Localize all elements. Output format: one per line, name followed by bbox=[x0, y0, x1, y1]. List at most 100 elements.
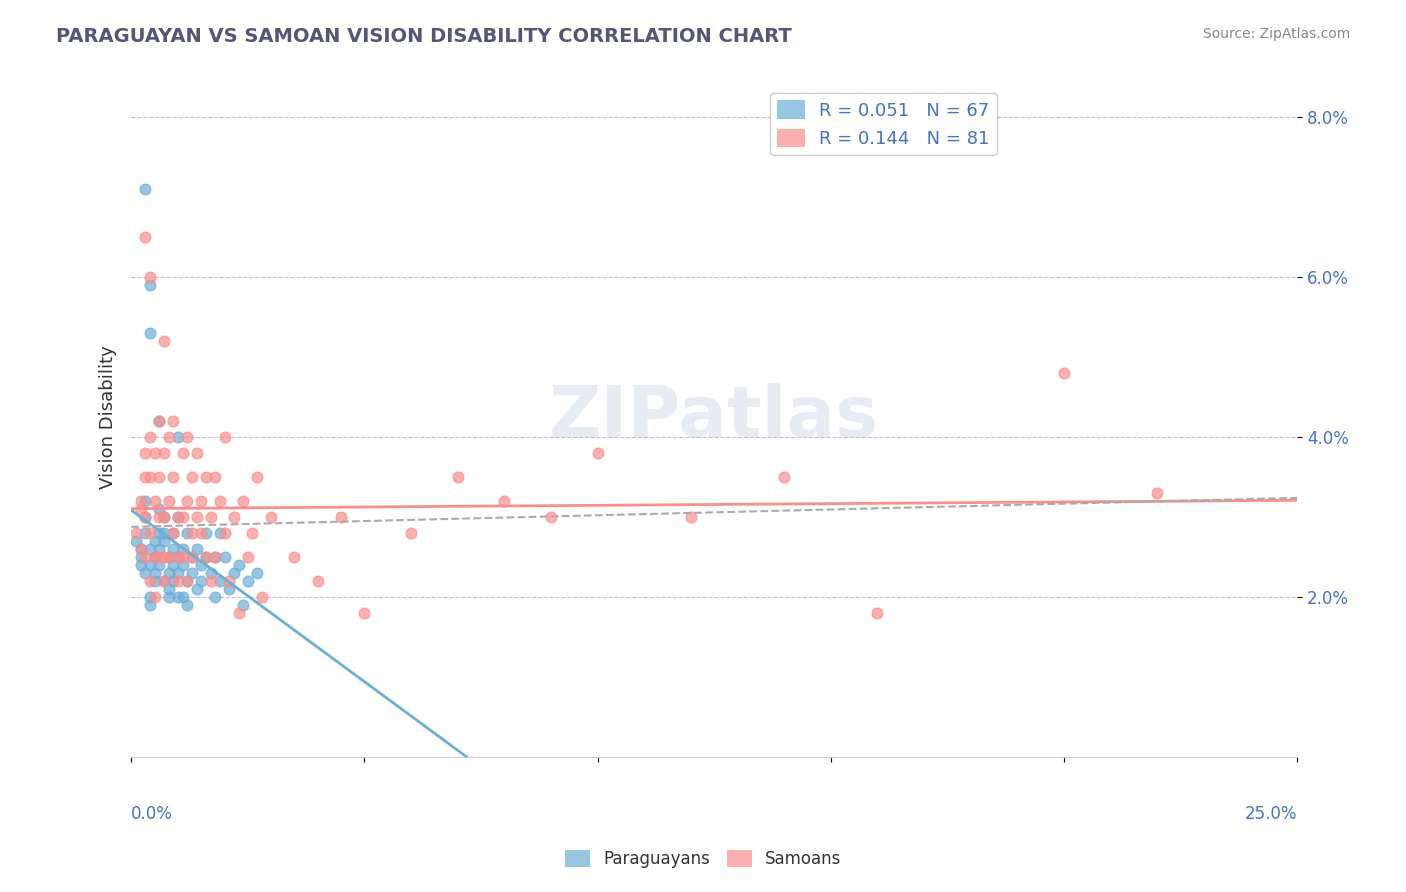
Point bbox=[139, 270, 162, 285]
Point bbox=[167, 590, 190, 604]
Point bbox=[162, 526, 184, 541]
Point bbox=[148, 526, 170, 541]
Point bbox=[194, 550, 217, 565]
Point bbox=[148, 414, 170, 428]
Point bbox=[218, 582, 240, 596]
Point bbox=[180, 526, 202, 541]
Point bbox=[172, 510, 194, 524]
Point bbox=[143, 550, 166, 565]
Point bbox=[153, 550, 176, 565]
Point bbox=[186, 542, 208, 557]
Point bbox=[232, 598, 254, 612]
Point bbox=[180, 566, 202, 581]
Point bbox=[129, 558, 152, 573]
Point bbox=[129, 494, 152, 508]
Point bbox=[148, 510, 170, 524]
Point bbox=[167, 550, 190, 565]
Text: 0.0%: 0.0% bbox=[131, 805, 173, 823]
Point bbox=[134, 494, 156, 508]
Point bbox=[139, 542, 162, 557]
Point bbox=[162, 526, 184, 541]
Point bbox=[148, 502, 170, 516]
Point bbox=[190, 558, 212, 573]
Point bbox=[176, 526, 198, 541]
Point bbox=[353, 606, 375, 620]
Point bbox=[447, 470, 470, 484]
Point bbox=[157, 430, 180, 444]
Point bbox=[494, 494, 516, 508]
Point bbox=[194, 550, 217, 565]
Point bbox=[129, 542, 152, 557]
Point bbox=[139, 574, 162, 588]
Point bbox=[180, 550, 202, 565]
Point bbox=[157, 582, 180, 596]
Legend: R = 0.051   N = 67, R = 0.144   N = 81: R = 0.051 N = 67, R = 0.144 N = 81 bbox=[770, 94, 997, 155]
Point bbox=[143, 574, 166, 588]
Point bbox=[139, 470, 162, 484]
Point bbox=[200, 574, 222, 588]
Point bbox=[186, 446, 208, 460]
Point bbox=[143, 446, 166, 460]
Point bbox=[176, 574, 198, 588]
Point bbox=[176, 574, 198, 588]
Point bbox=[200, 510, 222, 524]
Point bbox=[134, 230, 156, 244]
Point bbox=[129, 542, 152, 557]
Point bbox=[139, 430, 162, 444]
Point bbox=[250, 590, 273, 604]
Y-axis label: Vision Disability: Vision Disability bbox=[100, 345, 117, 489]
Point bbox=[143, 590, 166, 604]
Text: ZIPatlas: ZIPatlas bbox=[550, 383, 879, 451]
Point bbox=[134, 526, 156, 541]
Point bbox=[162, 414, 184, 428]
Point bbox=[190, 526, 212, 541]
Point bbox=[134, 510, 156, 524]
Point bbox=[162, 470, 184, 484]
Point bbox=[194, 470, 217, 484]
Point bbox=[232, 494, 254, 508]
Point bbox=[208, 574, 231, 588]
Point bbox=[283, 550, 305, 565]
Point bbox=[307, 574, 329, 588]
Point bbox=[167, 510, 190, 524]
Point bbox=[200, 566, 222, 581]
Point bbox=[208, 494, 231, 508]
Point bbox=[208, 526, 231, 541]
Point bbox=[679, 510, 702, 524]
Point bbox=[139, 278, 162, 293]
Point bbox=[139, 590, 162, 604]
Point bbox=[204, 550, 226, 565]
Point bbox=[190, 574, 212, 588]
Point bbox=[153, 334, 176, 349]
Point bbox=[218, 574, 240, 588]
Point bbox=[222, 510, 245, 524]
Point bbox=[139, 598, 162, 612]
Point bbox=[773, 470, 796, 484]
Point bbox=[153, 446, 176, 460]
Point bbox=[190, 494, 212, 508]
Point bbox=[167, 574, 190, 588]
Point bbox=[153, 510, 176, 524]
Point bbox=[186, 510, 208, 524]
Text: 25.0%: 25.0% bbox=[1244, 805, 1298, 823]
Point bbox=[139, 558, 162, 573]
Point bbox=[228, 606, 250, 620]
Point bbox=[134, 566, 156, 581]
Point bbox=[134, 470, 156, 484]
Point bbox=[139, 326, 162, 341]
Point bbox=[167, 430, 190, 444]
Point bbox=[167, 510, 190, 524]
Point bbox=[157, 494, 180, 508]
Point bbox=[204, 590, 226, 604]
Point bbox=[153, 534, 176, 549]
Point bbox=[148, 470, 170, 484]
Point bbox=[157, 550, 180, 565]
Point bbox=[167, 566, 190, 581]
Point bbox=[129, 502, 152, 516]
Point bbox=[143, 566, 166, 581]
Point bbox=[204, 550, 226, 565]
Point bbox=[148, 550, 170, 565]
Point bbox=[260, 510, 283, 524]
Point bbox=[399, 526, 422, 541]
Point bbox=[139, 526, 162, 541]
